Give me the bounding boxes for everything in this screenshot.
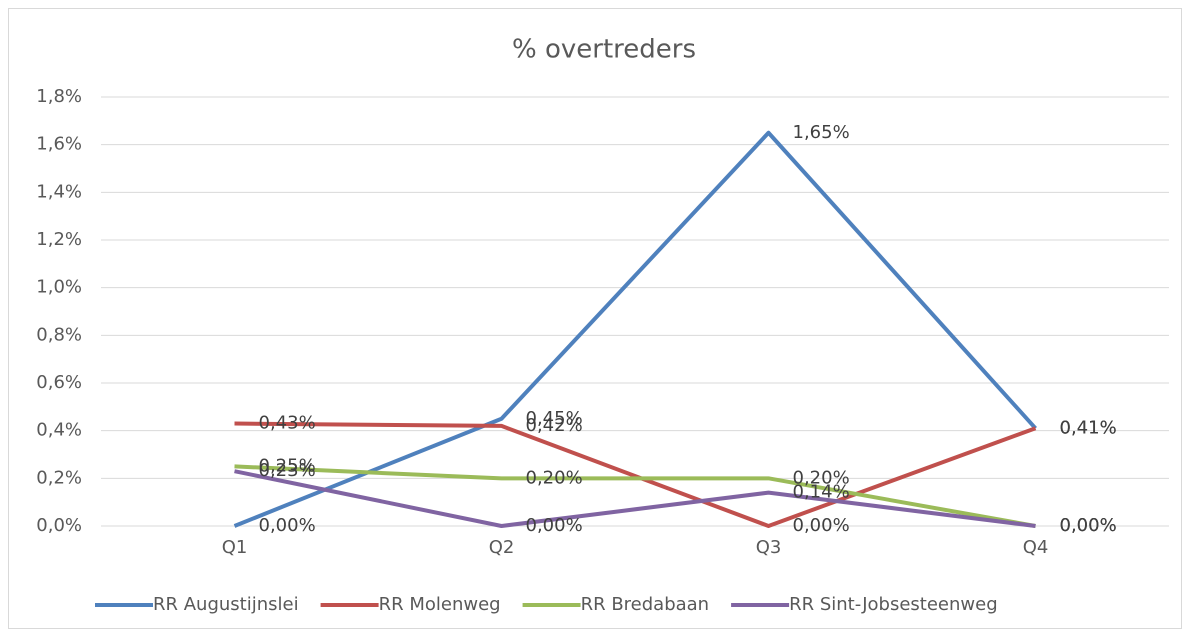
data-label: 0,41% bbox=[1060, 417, 1117, 438]
x-tick-label: Q1 bbox=[222, 537, 248, 558]
legend-label: RR Augustijnslei bbox=[153, 594, 299, 615]
y-tick-label: 1,4% bbox=[36, 181, 82, 202]
data-label: 0,23% bbox=[259, 460, 316, 481]
legend-label: RR Molenweg bbox=[379, 594, 501, 615]
x-tick-label: Q3 bbox=[756, 537, 782, 558]
y-tick-label: 1,2% bbox=[36, 229, 82, 250]
y-tick-label: 0,2% bbox=[36, 467, 82, 488]
x-tick-label: Q2 bbox=[489, 537, 515, 558]
data-label: 0,00% bbox=[259, 515, 316, 536]
data-label: 0,00% bbox=[1060, 515, 1117, 536]
y-tick-label: 1,6% bbox=[36, 134, 82, 155]
data-label: 0,00% bbox=[1060, 515, 1117, 536]
y-tick-label: 1,0% bbox=[36, 277, 82, 298]
y-tick-label: 0,6% bbox=[36, 372, 82, 393]
data-label: 1,65% bbox=[793, 122, 850, 143]
data-label: 0,45% bbox=[526, 408, 583, 429]
chart-title: % overtreders bbox=[512, 35, 696, 65]
series-line bbox=[234, 421, 1037, 528]
series-line bbox=[234, 464, 1036, 528]
series-line bbox=[234, 469, 1036, 528]
data-label: 0,20% bbox=[793, 467, 850, 488]
data-label: 0,42% bbox=[526, 415, 583, 436]
data-label: 0,20% bbox=[526, 467, 583, 488]
data-label: 0,41% bbox=[1060, 417, 1117, 438]
x-tick-label: Q4 bbox=[1023, 537, 1049, 558]
data-label: 0,43% bbox=[259, 413, 316, 434]
data-label: 0,14% bbox=[793, 482, 850, 503]
data-label: 0,00% bbox=[526, 515, 583, 536]
data-label: 0,25% bbox=[259, 455, 316, 476]
legend-label: RR Sint-Jobsesteenweg bbox=[789, 594, 998, 615]
y-tick-label: 0,4% bbox=[36, 420, 82, 441]
y-tick-label: 0,0% bbox=[36, 515, 82, 536]
legend-label: RR Bredabaan bbox=[581, 594, 710, 615]
data-label: 0,00% bbox=[793, 515, 850, 536]
y-tick-label: 1,8% bbox=[36, 86, 82, 107]
y-tick-label: 0,8% bbox=[36, 324, 82, 345]
